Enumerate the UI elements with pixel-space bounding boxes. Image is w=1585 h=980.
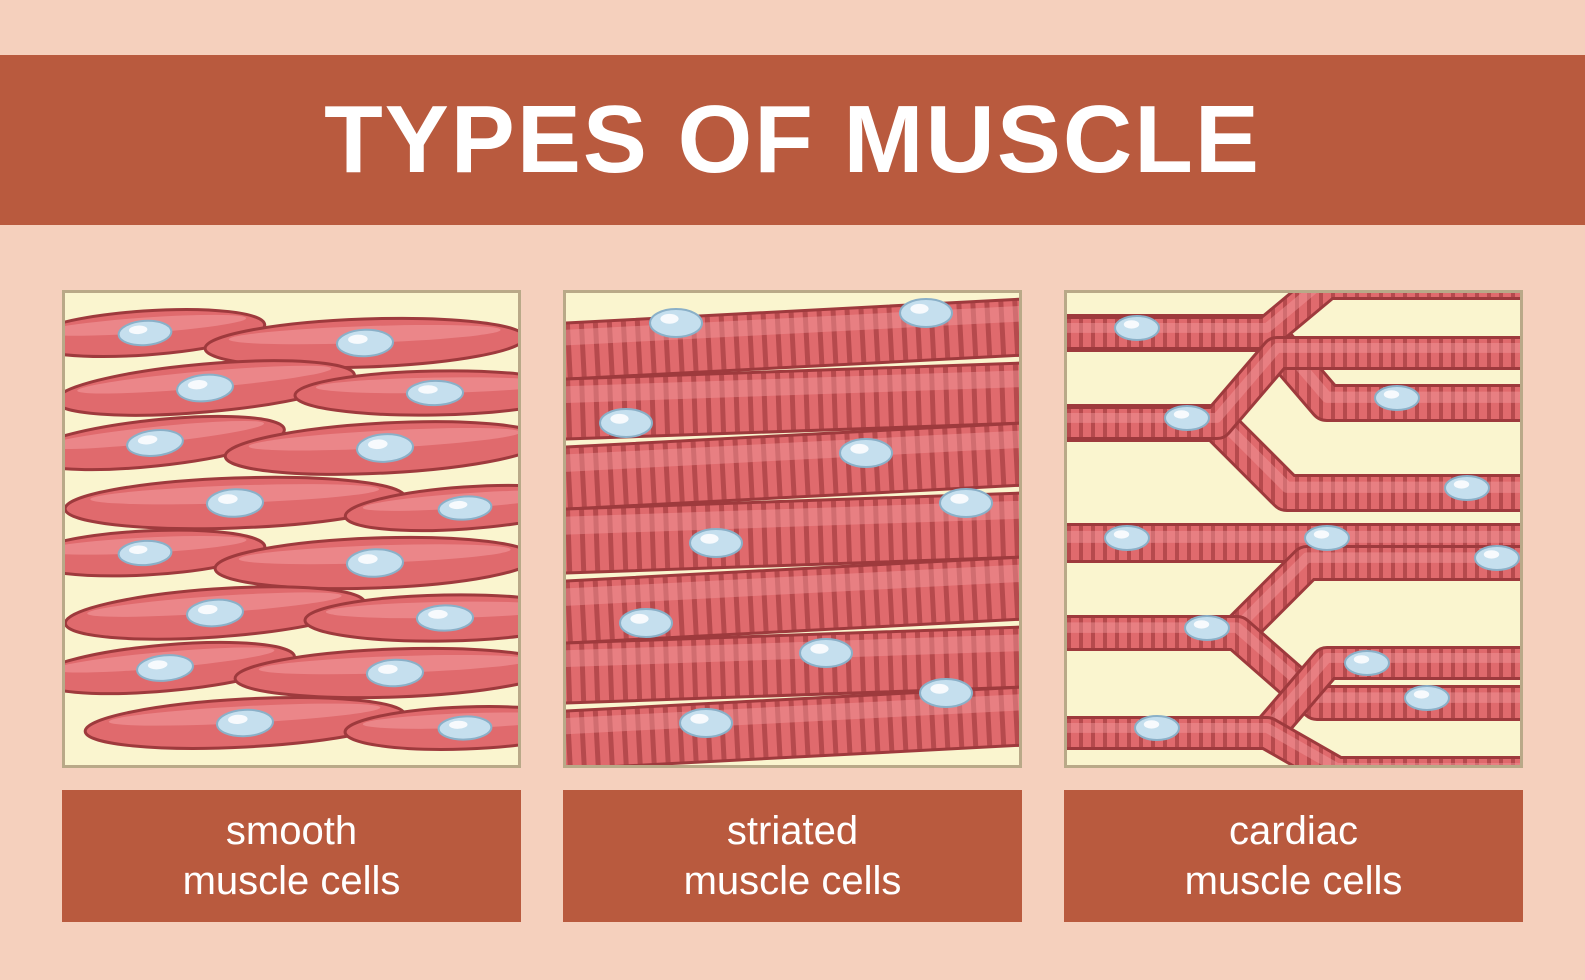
illustration-striated	[563, 290, 1022, 768]
label-striated: striated muscle cells	[563, 790, 1022, 922]
panels-row: smooth muscle cells striated muscle cell…	[62, 290, 1523, 922]
label-striated-text: striated muscle cells	[684, 806, 902, 906]
infographic-page: TYPES OF MUSCLE smooth muscle cells stri…	[0, 0, 1585, 980]
illustration-cardiac	[1064, 290, 1523, 768]
label-smooth: smooth muscle cells	[62, 790, 521, 922]
page-title: TYPES OF MUSCLE	[324, 85, 1261, 195]
panel-striated: striated muscle cells	[563, 290, 1022, 922]
striated-svg	[566, 293, 1022, 768]
smooth-svg	[65, 293, 521, 768]
label-smooth-text: smooth muscle cells	[183, 806, 401, 906]
title-bar: TYPES OF MUSCLE	[0, 55, 1585, 225]
panel-cardiac: cardiac muscle cells	[1064, 290, 1523, 922]
label-cardiac-text: cardiac muscle cells	[1185, 806, 1403, 906]
panel-smooth: smooth muscle cells	[62, 290, 521, 922]
illustration-smooth	[62, 290, 521, 768]
cardiac-svg	[1067, 293, 1523, 768]
label-cardiac: cardiac muscle cells	[1064, 790, 1523, 922]
